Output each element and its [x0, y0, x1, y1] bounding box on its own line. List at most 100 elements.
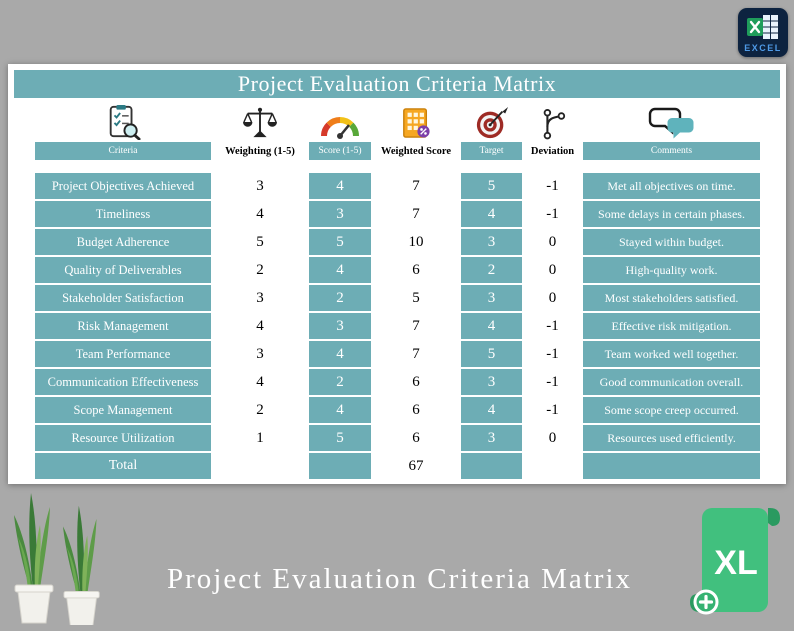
score-cell: 3 [309, 201, 371, 227]
target-cell: 4 [461, 397, 522, 423]
comments-cell: Team worked well together. [583, 341, 760, 367]
speech-bubbles-icon [648, 107, 693, 139]
comments-cell: High-quality work. [583, 257, 760, 283]
target-cell: 3 [461, 229, 522, 255]
scoreboard-percent-icon [403, 108, 430, 138]
weighting-cell: 2 [213, 397, 307, 423]
empty-cell [461, 453, 522, 479]
weighting-cell: 4 [213, 369, 307, 395]
xl-badge: XL [686, 502, 782, 625]
score-cell: 5 [309, 425, 371, 451]
deviation-cell: -1 [524, 173, 581, 199]
dartboard-icon [476, 106, 508, 139]
matrix-title: Project Evaluation Criteria Matrix [237, 71, 557, 96]
balance-scale-icon [243, 107, 277, 138]
weighted-score-icon-cell [373, 102, 459, 140]
weighting-cell: 3 [213, 173, 307, 199]
header-target: Target [461, 142, 522, 160]
criteria-cell: Scope Management [35, 397, 211, 423]
header-criteria: Criteria [35, 142, 211, 160]
weighted-score-cell: 6 [373, 425, 459, 451]
weighting-cell: 2 [213, 257, 307, 283]
weighted-score-cell: 5 [373, 285, 459, 311]
header-deviation: Deviation [524, 142, 581, 160]
target-cell: 5 [461, 341, 522, 367]
deviation-cell: 0 [524, 257, 581, 283]
score-cell: 3 [309, 313, 371, 339]
plants-decor [0, 477, 118, 630]
empty-cell [309, 453, 371, 479]
deviation-cell: -1 [524, 397, 581, 423]
title-bar: Project Evaluation Criteria Matrix [14, 70, 780, 98]
branch-icon [543, 109, 565, 140]
criteria-cell: Communication Effectiveness [35, 369, 211, 395]
header-comments: Comments [583, 142, 760, 160]
weighted-score-cell: 7 [373, 341, 459, 367]
comments-cell: Effective risk mitigation. [583, 313, 760, 339]
target-cell: 3 [461, 425, 522, 451]
table-body: Project Objectives Achieved 3 4 7 5 -1 M… [35, 173, 760, 479]
comments-cell: Met all objectives on time. [583, 173, 760, 199]
target-icon-cell [461, 102, 522, 140]
deviation-cell: 0 [524, 285, 581, 311]
matrix-card: Project Evaluation Criteria Matrix [8, 64, 786, 484]
target-cell: 4 [461, 201, 522, 227]
deviation-cell: -1 [524, 341, 581, 367]
criteria-cell: Budget Adherence [35, 229, 211, 255]
weighted-score-cell: 6 [373, 257, 459, 283]
gauge-icon [321, 117, 359, 139]
footer-title: Project Evaluation Criteria Matrix [166, 563, 633, 595]
comments-cell: Most stakeholders satisfied. [583, 285, 760, 311]
score-cell: 4 [309, 257, 371, 283]
criteria-cell: Stakeholder Satisfaction [35, 285, 211, 311]
comments-cell: Resources used efficiently. [583, 425, 760, 451]
header-weighted-score: Weighted Score [373, 142, 459, 160]
deviation-cell: -1 [524, 369, 581, 395]
target-cell: 2 [461, 257, 522, 283]
score-cell: 4 [309, 397, 371, 423]
comments-cell: Some scope creep occurred. [583, 397, 760, 423]
criteria-cell: Quality of Deliverables [35, 257, 211, 283]
deviation-cell: -1 [524, 201, 581, 227]
weighted-score-cell: 7 [373, 313, 459, 339]
target-cell: 3 [461, 369, 522, 395]
weighting-cell: 1 [213, 425, 307, 451]
empty-cell [524, 453, 581, 479]
score-icon-cell [309, 102, 371, 140]
weighted-score-cell: 7 [373, 201, 459, 227]
target-cell: 4 [461, 313, 522, 339]
empty-cell [213, 453, 307, 479]
score-cell: 4 [309, 341, 371, 367]
header-weighting: Weighting (1-5) [213, 142, 307, 160]
criteria-cell: Risk Management [35, 313, 211, 339]
deviation-cell: 0 [524, 425, 581, 451]
weighting-cell: 3 [213, 285, 307, 311]
comments-cell: Some delays in certain phases. [583, 201, 760, 227]
deviation-icon-cell [524, 102, 581, 140]
weighted-score-cell: 6 [373, 397, 459, 423]
score-cell: 2 [309, 285, 371, 311]
weighted-score-cell: 10 [373, 229, 459, 255]
weighting-cell: 4 [213, 313, 307, 339]
total-weighted-cell: 67 [373, 453, 459, 479]
total-label-cell: Total [35, 453, 211, 479]
criteria-cell: Resource Utilization [35, 425, 211, 451]
target-cell: 5 [461, 173, 522, 199]
criteria-cell: Timeliness [35, 201, 211, 227]
weighted-score-cell: 7 [373, 173, 459, 199]
checklist-magnifier-icon [109, 104, 141, 140]
table-header-row: Criteria Weighting (1-5) Score (1-5) Wei… [35, 142, 760, 160]
weighting-cell: 3 [213, 341, 307, 367]
criteria-cell: Project Objectives Achieved [35, 173, 211, 199]
header-score: Score (1-5) [309, 142, 371, 160]
weighting-icon-cell [213, 102, 307, 140]
comments-cell: Good communication overall. [583, 369, 760, 395]
comments-cell: Stayed within budget. [583, 229, 760, 255]
comments-icon-cell [583, 102, 760, 140]
criteria-cell: Team Performance [35, 341, 211, 367]
excel-label: EXCEL [744, 43, 782, 53]
score-cell: 5 [309, 229, 371, 255]
potted-plants-photo [13, 492, 100, 628]
deviation-cell: 0 [524, 229, 581, 255]
